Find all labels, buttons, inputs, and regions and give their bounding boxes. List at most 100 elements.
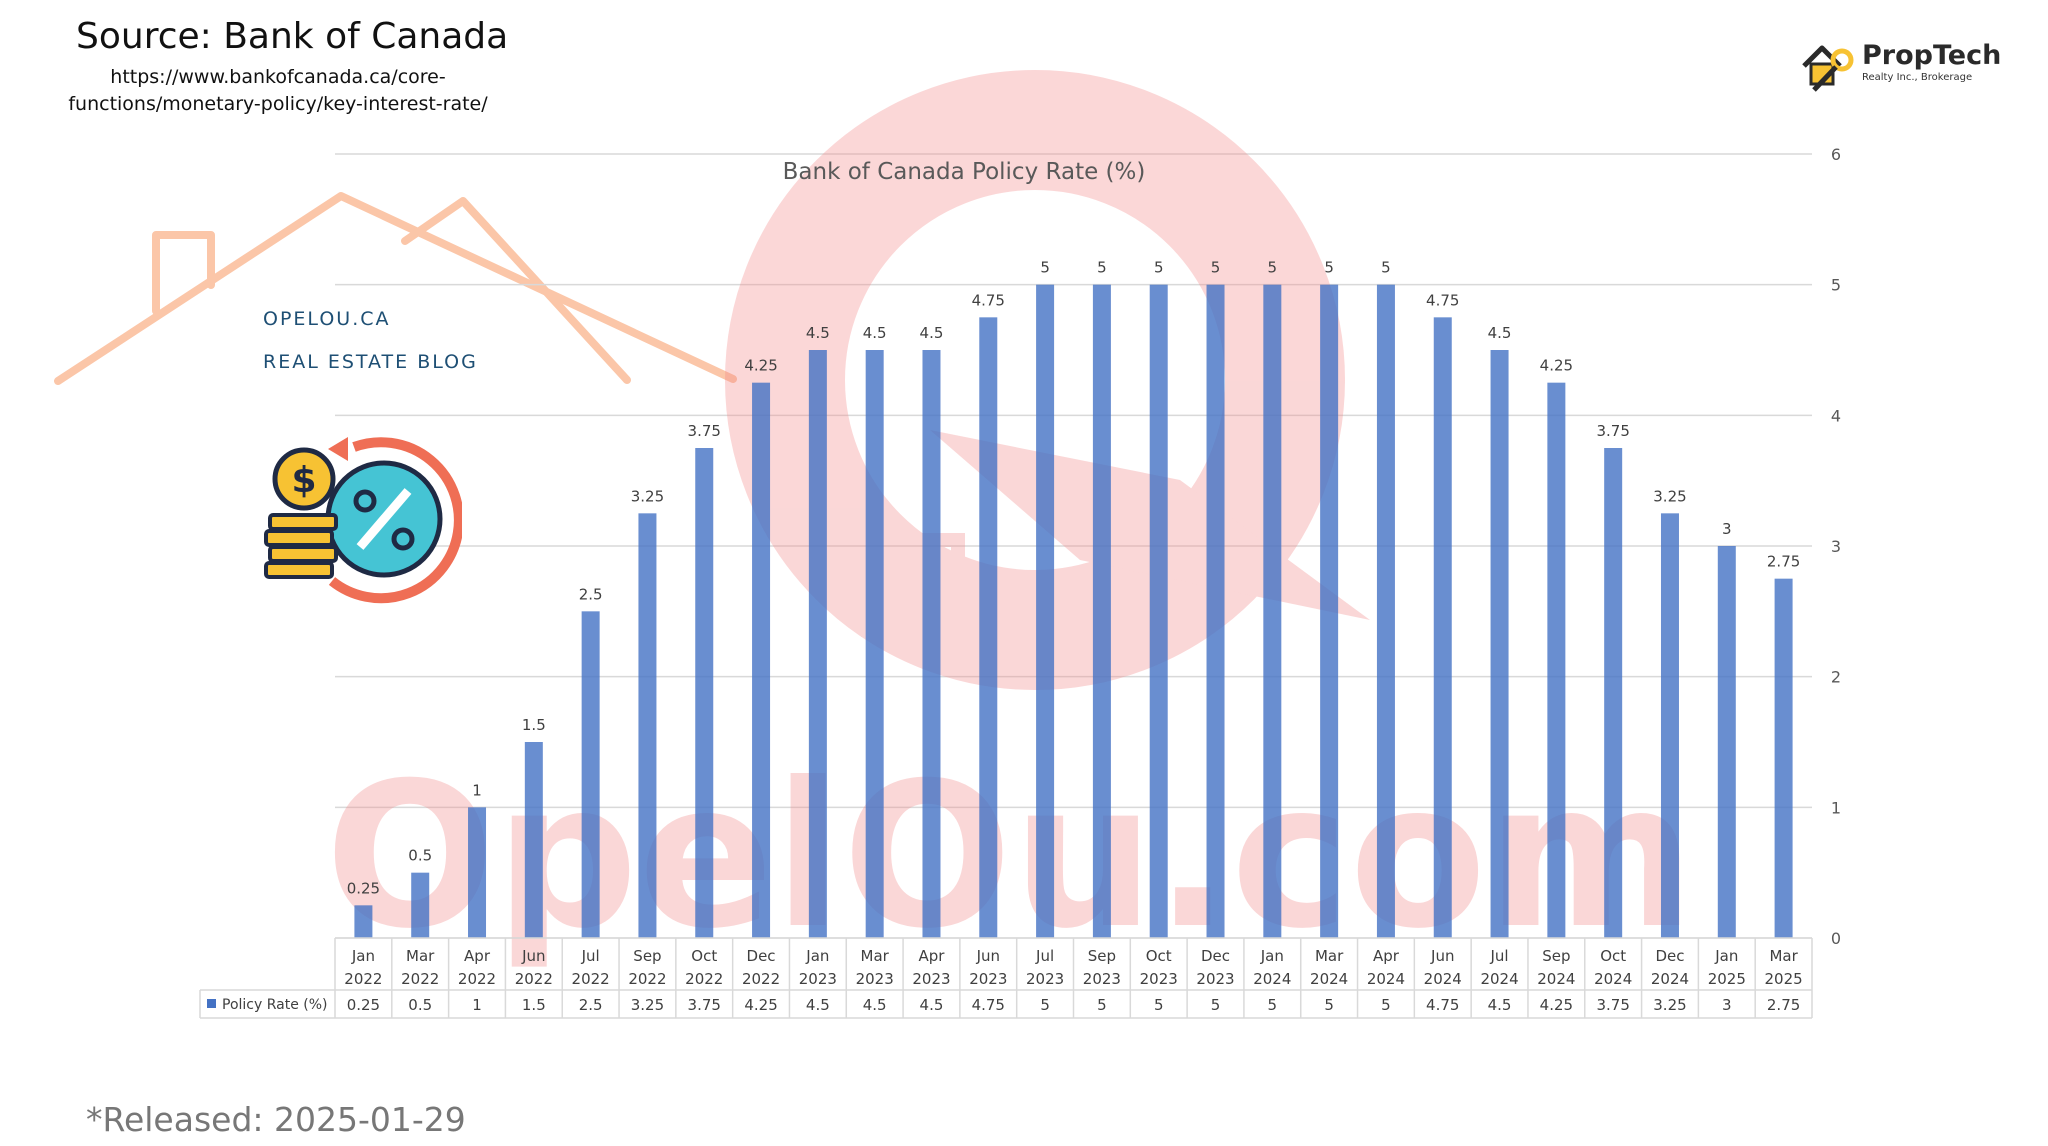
x-tick-month: Sep bbox=[633, 947, 661, 965]
x-tick-month: Jan bbox=[1714, 947, 1738, 965]
source-url[interactable]: https://www.bankofcanada.ca/core-functio… bbox=[68, 66, 488, 115]
x-tick-year: 2025 bbox=[1765, 970, 1803, 988]
table-value: 4.25 bbox=[744, 996, 777, 1014]
x-tick-month: Mar bbox=[406, 947, 435, 965]
data-label: 5 bbox=[1097, 259, 1107, 277]
table-value: 3.25 bbox=[631, 996, 664, 1014]
bar bbox=[1490, 350, 1509, 938]
table-value: 4.5 bbox=[863, 996, 887, 1014]
x-tick-year: 2023 bbox=[912, 970, 950, 988]
x-tick-year: 2024 bbox=[1537, 970, 1575, 988]
y-tick-label: 1 bbox=[1831, 798, 1841, 817]
table-value: 5 bbox=[1097, 996, 1107, 1014]
bar bbox=[1774, 578, 1793, 938]
data-label: 5 bbox=[1268, 259, 1278, 277]
x-tick-year: 2023 bbox=[799, 970, 837, 988]
table-value: 4.5 bbox=[1488, 996, 1512, 1014]
x-tick-month: Jul bbox=[581, 947, 600, 965]
data-label: 4.25 bbox=[1540, 357, 1573, 375]
x-tick-year: 2025 bbox=[1708, 970, 1746, 988]
logo-name: PropTech bbox=[1862, 40, 2002, 71]
blog-site: OPELOU.CA bbox=[263, 308, 391, 330]
x-tick-month: Mar bbox=[1769, 947, 1798, 965]
data-label: 4.75 bbox=[972, 291, 1005, 309]
bar bbox=[581, 611, 600, 938]
table-value: 2.5 bbox=[579, 996, 603, 1014]
data-table: Jan 2022 0.25 Mar 2022 0.5 Apr 2022 1 Jun 2022 1.5 J… bbox=[199, 937, 1813, 1019]
table-value: 3.75 bbox=[688, 996, 721, 1014]
x-tick-month: Oct bbox=[1600, 947, 1626, 965]
bar bbox=[1604, 448, 1623, 938]
table-value: 3.25 bbox=[1653, 996, 1686, 1014]
data-label: 5 bbox=[1040, 259, 1050, 277]
table-value: 0.5 bbox=[408, 996, 432, 1014]
x-tick-month: Oct bbox=[691, 947, 717, 965]
x-tick-month: Jul bbox=[1490, 947, 1509, 965]
bar bbox=[411, 872, 430, 938]
bar bbox=[1149, 284, 1168, 939]
bar bbox=[1660, 513, 1679, 938]
x-tick-year: 2022 bbox=[401, 970, 439, 988]
data-label: 4.5 bbox=[920, 324, 944, 342]
data-label: 0.25 bbox=[347, 879, 380, 897]
data-label: 3.75 bbox=[688, 422, 721, 440]
bar bbox=[1092, 284, 1111, 939]
table-value: 5 bbox=[1211, 996, 1221, 1014]
data-label: 5 bbox=[1324, 259, 1334, 277]
data-label: 3 bbox=[1722, 520, 1732, 538]
data-label: 5 bbox=[1211, 259, 1221, 277]
data-label: 3.25 bbox=[1653, 487, 1686, 505]
data-label: 2.75 bbox=[1767, 553, 1800, 571]
x-tick-year: 2023 bbox=[969, 970, 1007, 988]
bar bbox=[695, 448, 714, 938]
proptech-logo: PropTech Realty Inc., Brokerage bbox=[1800, 40, 2005, 92]
bar bbox=[1547, 382, 1566, 939]
x-tick-year: 2024 bbox=[1480, 970, 1518, 988]
data-label: 2.5 bbox=[579, 585, 603, 603]
released-date: *Released: 2025-01-29 bbox=[86, 1100, 466, 1139]
axes: 0 1 2 3 4 5 6 bbox=[1831, 145, 1841, 948]
data-label: 4.5 bbox=[806, 324, 830, 342]
x-tick-year: 2022 bbox=[685, 970, 723, 988]
interest-rate-icon: $ bbox=[264, 437, 462, 604]
x-tick-year: 2023 bbox=[1026, 970, 1064, 988]
data-label: 4.75 bbox=[1426, 291, 1459, 309]
x-tick-month: Dec bbox=[747, 947, 776, 965]
data-label: 3.25 bbox=[631, 487, 664, 505]
table-value: 4.75 bbox=[1426, 996, 1459, 1014]
x-tick-year: 2022 bbox=[344, 970, 382, 988]
bar bbox=[1320, 284, 1339, 939]
table-value: 1.5 bbox=[522, 996, 546, 1014]
bar bbox=[468, 807, 487, 938]
bar bbox=[1433, 317, 1452, 938]
bar bbox=[638, 513, 657, 938]
table-value: 5 bbox=[1040, 996, 1050, 1014]
legend-series-name: Policy Rate (%) bbox=[222, 997, 328, 1013]
x-tick-year: 2024 bbox=[1594, 970, 1632, 988]
x-tick-month: Jul bbox=[1035, 947, 1054, 965]
x-tick-year: 2024 bbox=[1310, 970, 1348, 988]
y-tick-label: 6 bbox=[1831, 145, 1841, 164]
table-value: 4.5 bbox=[920, 996, 944, 1014]
x-tick-month: Mar bbox=[1315, 947, 1344, 965]
data-label: 4.5 bbox=[1488, 324, 1512, 342]
bar bbox=[1036, 284, 1055, 939]
blog-tagline: REAL ESTATE BLOG bbox=[263, 351, 478, 373]
x-tick-month: Sep bbox=[1088, 947, 1116, 965]
x-tick-year: 2023 bbox=[1196, 970, 1234, 988]
watermark-q-ring bbox=[725, 70, 1345, 690]
table-value: 4.75 bbox=[972, 996, 1005, 1014]
table-value: 5 bbox=[1381, 996, 1391, 1014]
x-tick-month: Apr bbox=[1373, 947, 1400, 965]
x-tick-month: Dec bbox=[1655, 947, 1684, 965]
table-value: 4.5 bbox=[806, 996, 830, 1014]
x-tick-year: 2022 bbox=[458, 970, 496, 988]
x-tick-year: 2022 bbox=[628, 970, 666, 988]
table-value: 5 bbox=[1268, 996, 1278, 1014]
x-tick-year: 2024 bbox=[1651, 970, 1689, 988]
table-value: 2.75 bbox=[1767, 996, 1800, 1014]
x-tick-month: Dec bbox=[1201, 947, 1230, 965]
table-value: 0.25 bbox=[347, 996, 380, 1014]
x-tick-month: Jan bbox=[1260, 947, 1284, 965]
bar bbox=[524, 742, 543, 938]
